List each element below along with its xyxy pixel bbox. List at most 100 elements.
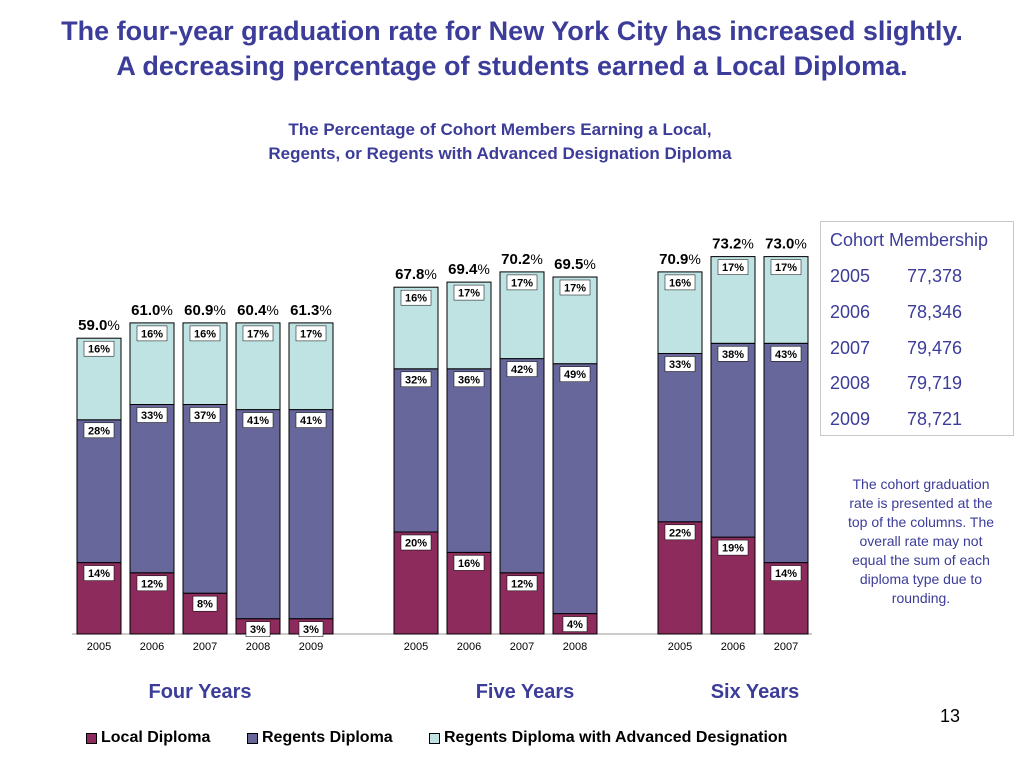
cohort-count: 77,378 bbox=[907, 266, 963, 286]
bar-segment-regents bbox=[393, 368, 439, 533]
data-label: 16% bbox=[141, 328, 163, 340]
cohort-year: 2007 bbox=[830, 338, 871, 358]
bar-segment-regents bbox=[657, 353, 703, 523]
data-label: 36% bbox=[458, 374, 480, 386]
data-label-box bbox=[136, 407, 168, 423]
data-label-box bbox=[83, 565, 115, 581]
data-label-box bbox=[770, 259, 802, 275]
cohort-row: 2009 78,721 bbox=[830, 409, 962, 430]
total-label: 73.0% bbox=[765, 236, 807, 253]
data-label-box bbox=[664, 274, 696, 291]
cohort-count: 78,721 bbox=[907, 409, 963, 429]
cohort-year: 2005 bbox=[830, 266, 871, 286]
data-label-box bbox=[664, 524, 696, 541]
total-label: 67.8% bbox=[395, 266, 437, 283]
data-label-box bbox=[136, 325, 168, 342]
cohort-row: 2007 79,476 bbox=[830, 338, 962, 359]
data-label-box bbox=[400, 289, 432, 306]
bar-segment-regents bbox=[235, 409, 281, 620]
data-label-box bbox=[717, 259, 749, 275]
category-label: 2005 bbox=[668, 641, 692, 653]
data-label: 19% bbox=[722, 543, 744, 555]
data-label-box bbox=[506, 274, 538, 291]
data-label: 33% bbox=[669, 359, 691, 371]
data-label: 4% bbox=[567, 619, 583, 631]
category-label: 2005 bbox=[404, 641, 428, 653]
data-label: 8% bbox=[197, 599, 213, 611]
legend-item-regents: Regents Diploma bbox=[247, 729, 393, 747]
rounding-note: The cohort graduation rate is presented … bbox=[847, 476, 995, 606]
slide-title-line2: A decreasing percentage of students earn… bbox=[116, 51, 908, 81]
bar-segment-regents bbox=[288, 409, 334, 620]
cohort-year: 2006 bbox=[830, 302, 871, 322]
cohort-count: 78,346 bbox=[907, 302, 963, 322]
data-label: 17% bbox=[722, 262, 744, 274]
cohort-count: 79,476 bbox=[907, 338, 963, 358]
data-label: 3% bbox=[250, 624, 266, 636]
bar-segment-regents bbox=[129, 404, 175, 574]
legend-swatch-local bbox=[86, 732, 97, 744]
data-label: 16% bbox=[88, 344, 110, 356]
data-label: 16% bbox=[405, 293, 427, 305]
bar-segment-regents bbox=[76, 419, 122, 564]
data-label-box bbox=[562, 616, 588, 632]
total-label: 70.9% bbox=[659, 251, 701, 268]
data-label-box bbox=[717, 346, 749, 362]
data-label-box bbox=[298, 621, 324, 637]
data-label-box bbox=[453, 555, 485, 571]
chart-title-line2: Regents, or Regents with Advanced Design… bbox=[268, 144, 732, 163]
data-label: 14% bbox=[775, 568, 797, 580]
chart-title-line1: The Percentage of Cohort Members Earning… bbox=[288, 120, 712, 139]
category-label: 2008 bbox=[563, 641, 587, 653]
total-label: 70.2% bbox=[501, 251, 543, 268]
total-label: 59.0% bbox=[78, 317, 120, 334]
legend-swatch-regents bbox=[247, 732, 258, 744]
data-label-box bbox=[192, 595, 218, 612]
category-label: 2007 bbox=[774, 641, 798, 653]
data-label-box bbox=[83, 422, 115, 439]
data-label-box bbox=[245, 621, 271, 637]
data-label-box bbox=[242, 325, 274, 342]
bar-segment-local bbox=[657, 521, 703, 635]
data-label-box bbox=[453, 284, 485, 301]
data-label-box bbox=[664, 356, 696, 372]
category-label: 2009 bbox=[299, 641, 323, 653]
total-label: 60.4% bbox=[237, 302, 279, 319]
data-label-box bbox=[136, 575, 168, 592]
bar-segment-regents bbox=[446, 368, 492, 553]
data-label-box bbox=[770, 565, 802, 581]
category-label: 2006 bbox=[140, 641, 164, 653]
total-label: 61.3% bbox=[290, 302, 332, 319]
data-label: 17% bbox=[511, 277, 533, 289]
data-label: 32% bbox=[405, 374, 427, 386]
group-label-four-years: Four Years bbox=[148, 681, 252, 703]
cohort-membership-box: Cohort Membership 2005 77,378 2006 78,346 … bbox=[820, 221, 1014, 436]
data-label-box bbox=[770, 346, 802, 362]
cohort-title: Cohort Membership bbox=[830, 230, 989, 250]
legend-item-local: Local Diploma bbox=[86, 729, 210, 747]
total-label: 69.5% bbox=[554, 256, 596, 273]
data-label-box bbox=[559, 366, 591, 382]
data-label: 12% bbox=[141, 578, 163, 590]
cohort-count: 79,719 bbox=[907, 373, 963, 393]
data-label-box bbox=[717, 539, 749, 556]
data-label-box bbox=[242, 412, 274, 428]
data-label: 17% bbox=[247, 328, 269, 340]
group-label-five-years: Five Years bbox=[475, 681, 575, 703]
cohort-row: 2006 78,346 bbox=[830, 302, 962, 323]
data-label: 17% bbox=[300, 328, 322, 340]
data-label-box bbox=[559, 279, 591, 296]
category-label: 2005 bbox=[87, 641, 111, 653]
data-label: 41% bbox=[247, 415, 269, 427]
data-label: 38% bbox=[722, 349, 744, 361]
category-label: 2006 bbox=[457, 641, 481, 653]
category-label: 2007 bbox=[193, 641, 217, 653]
data-label-box bbox=[453, 371, 485, 388]
data-label-box bbox=[189, 407, 221, 423]
legend-swatch-advanced bbox=[429, 732, 440, 744]
data-label: 17% bbox=[775, 262, 797, 274]
data-label: 28% bbox=[88, 425, 110, 437]
data-label: 22% bbox=[669, 527, 691, 539]
bar-segment-regents bbox=[552, 363, 598, 615]
